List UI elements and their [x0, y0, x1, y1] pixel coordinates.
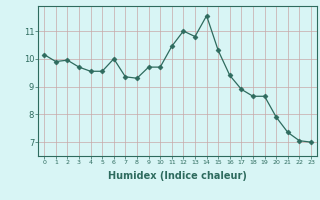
X-axis label: Humidex (Indice chaleur): Humidex (Indice chaleur)	[108, 171, 247, 181]
